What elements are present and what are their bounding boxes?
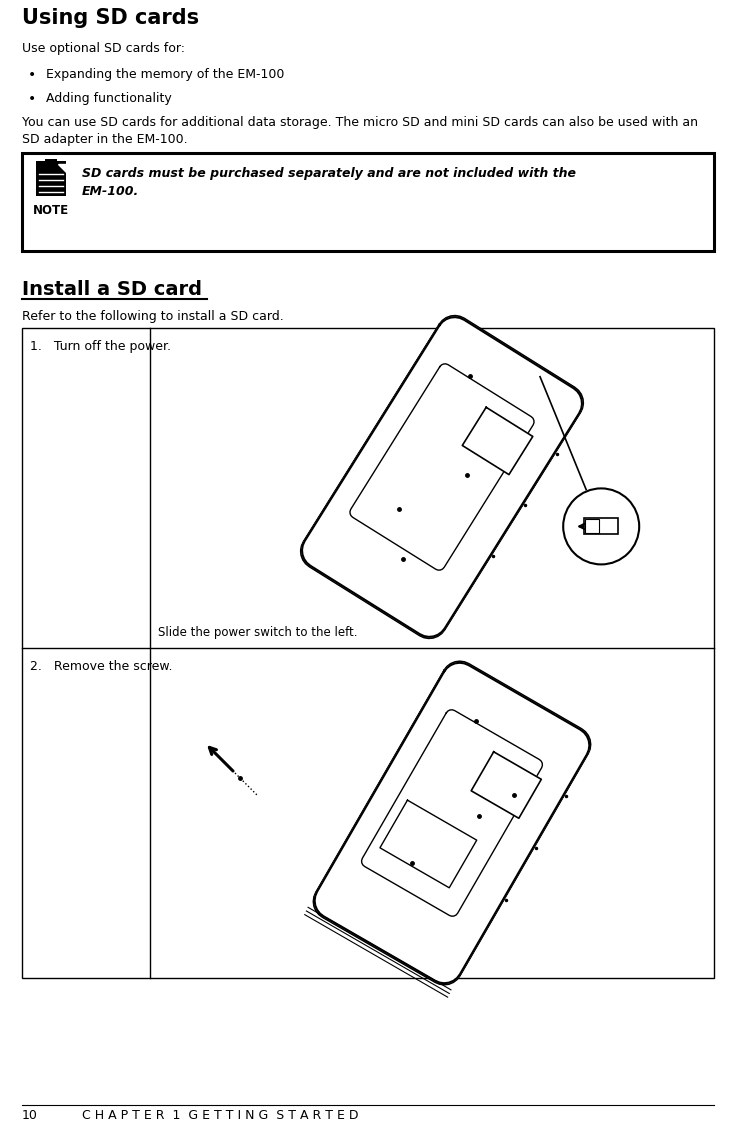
Text: •: •	[28, 92, 36, 106]
Text: Adding functionality: Adding functionality	[46, 92, 171, 105]
Text: Slide the power switch to the left.: Slide the power switch to the left.	[158, 626, 358, 639]
Bar	[22, 328, 714, 978]
Bar	[45, 159, 57, 164]
Polygon shape	[361, 710, 542, 916]
Polygon shape	[315, 663, 590, 983]
Circle shape	[563, 489, 639, 564]
Polygon shape	[302, 317, 582, 637]
Text: 10: 10	[22, 1109, 38, 1121]
Text: You can use SD cards for additional data storage. The micro SD and mini SD cards: You can use SD cards for additional data…	[22, 115, 698, 146]
Text: Using SD cards: Using SD cards	[22, 8, 199, 28]
Text: 1.   Turn off the power.: 1. Turn off the power.	[30, 340, 171, 353]
Text: C H A P T E R  1  G E T T I N G  S T A R T E D: C H A P T E R 1 G E T T I N G S T A R T …	[82, 1109, 358, 1121]
Bar	[584, 518, 618, 535]
Polygon shape	[58, 164, 66, 172]
Polygon shape	[462, 407, 533, 474]
Text: •: •	[28, 68, 36, 82]
Bar	[36, 161, 66, 196]
Text: Expanding the memory of the EM-100: Expanding the memory of the EM-100	[46, 68, 284, 81]
Text: Use optional SD cards for:: Use optional SD cards for:	[22, 41, 185, 55]
Bar	[585, 519, 599, 534]
Text: Install a SD card: Install a SD card	[22, 280, 202, 299]
Polygon shape	[471, 752, 541, 818]
Polygon shape	[350, 364, 534, 571]
Text: NOTE: NOTE	[33, 204, 69, 217]
Text: SD cards must be purchased separately and are not included with the
EM-100.: SD cards must be purchased separately an…	[82, 167, 576, 198]
Text: 2.   Remove the screw.: 2. Remove the screw.	[30, 660, 172, 673]
Text: Refer to the following to install a SD card.: Refer to the following to install a SD c…	[22, 311, 284, 323]
Bar	[22, 152, 714, 251]
Polygon shape	[380, 800, 477, 888]
